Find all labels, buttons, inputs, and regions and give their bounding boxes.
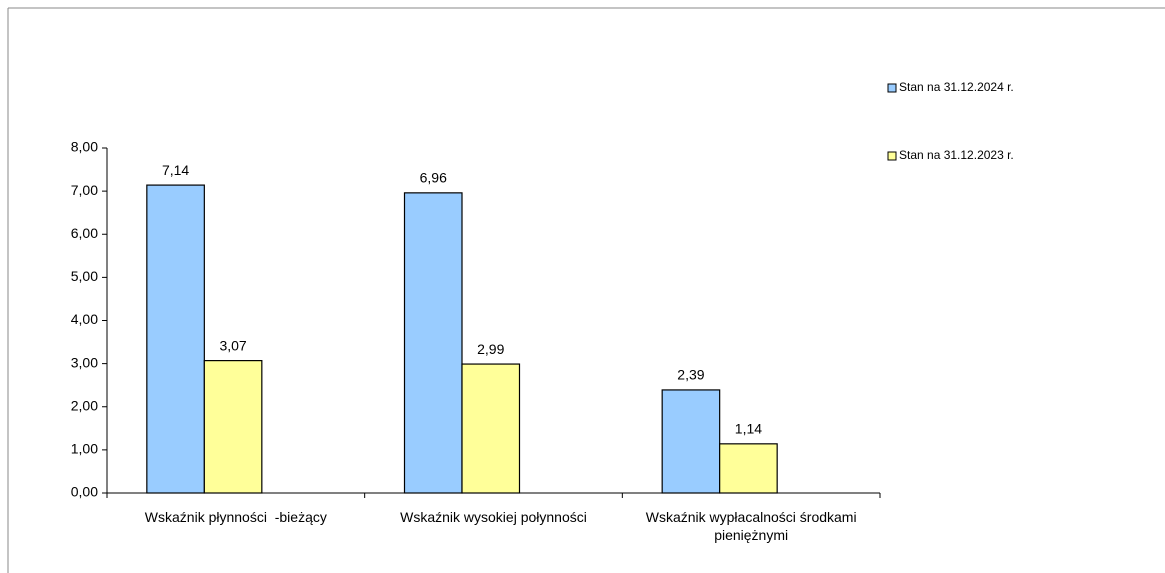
legend-label: Stan na 31.12.2024 r. xyxy=(899,80,1014,94)
y-tick-label: 4,00 xyxy=(71,311,98,327)
y-tick-label: 2,00 xyxy=(71,397,98,413)
x-tick-label: Wskaźnik wypłacalności środkami pieniężn… xyxy=(645,509,861,543)
bar xyxy=(461,363,521,494)
y-tick-label: 3,00 xyxy=(71,354,98,370)
y-tick-label: 6,00 xyxy=(71,225,98,241)
value-label: 6,96 xyxy=(420,170,447,186)
y-tick-label: 1,00 xyxy=(71,441,98,457)
bar xyxy=(146,184,205,494)
value-label: 7,14 xyxy=(162,162,189,178)
legend-label: Stan na 31.12.2023 r. xyxy=(899,148,1014,162)
value-label: 2,99 xyxy=(477,341,504,357)
y-tick-label: 0,00 xyxy=(71,484,98,500)
y-tick-label: 8,00 xyxy=(71,139,98,155)
bar xyxy=(661,389,721,494)
x-tick-label: Wskaźnik wysokiej połynności xyxy=(400,509,587,525)
bar xyxy=(403,192,463,494)
legend-swatch xyxy=(887,83,897,93)
value-label: 3,07 xyxy=(219,337,246,353)
value-label: 1,14 xyxy=(735,421,762,437)
bar xyxy=(719,443,778,494)
value-label: 2,39 xyxy=(677,367,704,383)
legend-swatch xyxy=(887,151,897,161)
bar xyxy=(203,360,263,494)
x-tick-label: Wskaźnik płynności -bieżący xyxy=(144,509,327,525)
y-tick-label: 5,00 xyxy=(71,268,98,284)
y-tick-label: 7,00 xyxy=(71,182,98,198)
